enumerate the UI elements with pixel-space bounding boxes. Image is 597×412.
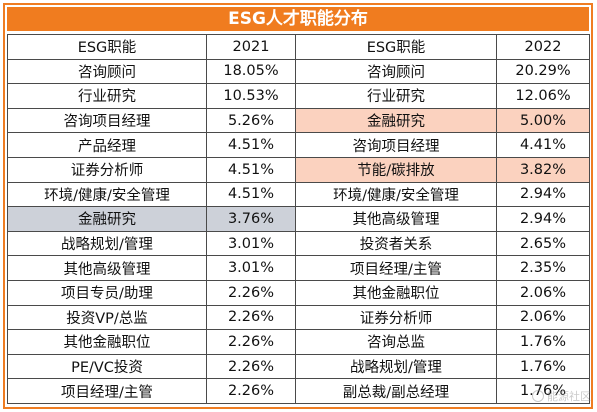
cell-value-2022: 2.65% (496, 230, 590, 257)
cell-function-2021: 行业研究 (7, 83, 207, 109)
cell-function-2021: 咨询项目经理 (7, 107, 207, 134)
cell-function-2021: 投资VP/总监 (7, 304, 207, 331)
cell-value-2022: 2.35% (496, 255, 590, 281)
cell-value-2021: 3.76% (206, 206, 296, 232)
cell-value-2022: 3.82% (496, 156, 590, 183)
cell-function-2021: PE/VC投资 (7, 353, 207, 380)
header-year-2021: 2021 (206, 34, 296, 60)
header-year-2022: 2022 (496, 34, 590, 60)
table-row: 咨询顾问 18.05% 咨询顾问 20.29% (7, 58, 590, 85)
cell-function-2021: 证券分析师 (7, 156, 207, 183)
cell-value-2022: 2.06% (496, 279, 590, 306)
header-function-2021: ESG职能 (7, 34, 207, 60)
cell-value-2021: 2.26% (206, 304, 296, 331)
cell-function-2021: 环境/健康/安全管理 (7, 181, 207, 208)
table-row: 项目经理/主管 2.26% 副总裁/副总经理 1.76% (7, 378, 590, 404)
wechat-bubble-icon (532, 390, 544, 402)
table-row: 环境/健康/安全管理 4.51% 环境/健康/安全管理 2.94% (7, 181, 590, 208)
cell-value-2021: 2.26% (206, 279, 296, 306)
table-row: 咨询项目经理 5.26% 金融研究 5.00% (7, 107, 590, 134)
cell-function-2022: 咨询总监 (295, 329, 497, 355)
table-row: 金融研究 3.76% 其他高级管理 2.94% (7, 206, 590, 232)
cell-function-2021: 战略规划/管理 (7, 230, 207, 257)
cell-value-2021: 4.51% (206, 181, 296, 208)
table-row: 投资VP/总监 2.26% 证券分析师 2.06% (7, 304, 590, 331)
cell-function-2021: 金融研究 (7, 206, 207, 232)
table-row: 产品经理 4.51% 咨询项目经理 4.41% (7, 132, 590, 158)
cell-value-2021: 2.26% (206, 329, 296, 355)
cell-function-2021: 项目专员/助理 (7, 279, 207, 306)
esg-talent-table: ESG职能 2021 ESG职能 2022 咨询顾问 18.05% 咨询顾问 20.2… (7, 34, 590, 404)
cell-function-2022: 证券分析师 (295, 304, 497, 331)
cell-value-2021: 2.26% (206, 378, 296, 404)
cell-value-2021: 4.51% (206, 132, 296, 158)
table-row: PE/VC投资 2.26% 战略规划/管理 1.76% (7, 353, 590, 380)
cell-function-2021: 其他高级管理 (7, 255, 207, 281)
cell-value-2022: 12.06% (496, 83, 590, 109)
cell-value-2021: 10.53% (206, 83, 296, 109)
cell-function-2022: 投资者关系 (295, 230, 497, 257)
cell-value-2021: 5.26% (206, 107, 296, 134)
table-frame (3, 3, 593, 409)
cell-function-2022: 战略规划/管理 (295, 353, 497, 380)
cell-value-2021: 3.01% (206, 255, 296, 281)
header-row: ESG职能 2021 ESG职能 2022 (7, 34, 590, 60)
table-row: 项目专员/助理 2.26% 其他金融职位 2.06% (7, 279, 590, 306)
cell-function-2022: 行业研究 (295, 83, 497, 109)
cell-function-2022: 金融研究 (295, 107, 497, 134)
cell-value-2021: 4.51% (206, 156, 296, 183)
header-function-2022: ESG职能 (295, 34, 497, 60)
cell-function-2022: 其他高级管理 (295, 206, 497, 232)
cell-value-2021: 2.26% (206, 353, 296, 380)
table-row: 战略规划/管理 3.01% 投资者关系 2.65% (7, 230, 590, 257)
cell-function-2021: 产品经理 (7, 132, 207, 158)
watermark: 能源社区 (532, 388, 591, 404)
cell-value-2022: 2.94% (496, 181, 590, 208)
cell-function-2022: 环境/健康/安全管理 (295, 181, 497, 208)
cell-value-2022: 4.41% (496, 132, 590, 158)
cell-function-2022: 咨询项目经理 (295, 132, 497, 158)
cell-function-2021: 咨询顾问 (7, 58, 207, 85)
table-row: 其他金融职位 2.26% 咨询总监 1.76% (7, 329, 590, 355)
cell-value-2022: 1.76% (496, 329, 590, 355)
cell-function-2021: 其他金融职位 (7, 329, 207, 355)
cell-function-2022: 咨询顾问 (295, 58, 497, 85)
table-row: 其他高级管理 3.01% 项目经理/主管 2.35% (7, 255, 590, 281)
cell-value-2021: 3.01% (206, 230, 296, 257)
table-row: 证券分析师 4.51% 节能/碳排放 3.82% (7, 156, 590, 183)
cell-function-2022: 节能/碳排放 (295, 156, 497, 183)
cell-value-2022: 1.76% (496, 378, 590, 404)
cell-function-2022: 其他金融职位 (295, 279, 497, 306)
cell-function-2022: 副总裁/副总经理 (295, 378, 497, 404)
cell-function-2022: 项目经理/主管 (295, 255, 497, 281)
cell-function-2021: 项目经理/主管 (7, 378, 207, 404)
cell-value-2022: 2.94% (496, 206, 590, 232)
cell-value-2022: 5.00% (496, 107, 590, 134)
cell-value-2021: 18.05% (206, 58, 296, 85)
cell-value-2022: 1.76% (496, 353, 590, 380)
table-row: 行业研究 10.53% 行业研究 12.06% (7, 83, 590, 109)
cell-value-2022: 20.29% (496, 58, 590, 85)
watermark-text: 能源社区 (547, 390, 591, 403)
table-title: ESG人才职能分布 (7, 7, 589, 31)
cell-value-2022: 2.06% (496, 304, 590, 331)
